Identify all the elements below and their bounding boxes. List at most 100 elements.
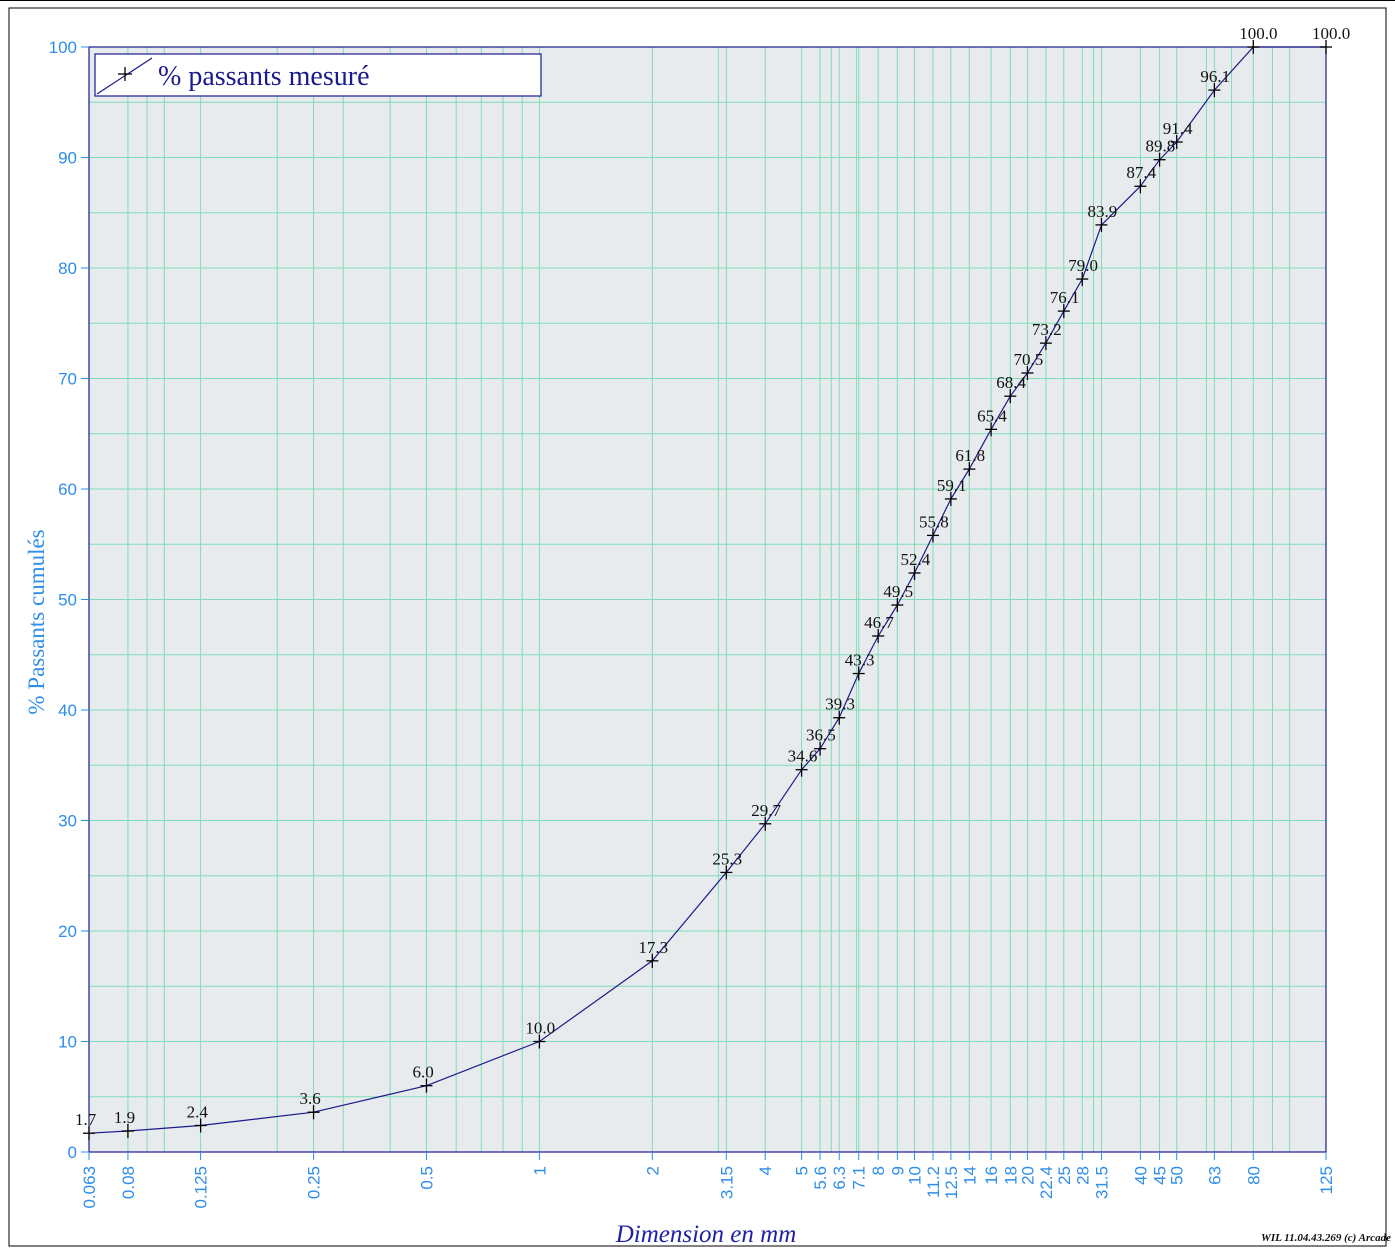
- legend-line-sample: [96, 57, 153, 95]
- data-label: 68.4: [996, 373, 1026, 392]
- x-tick-label: 11.2: [924, 1166, 943, 1198]
- x-tick-label: 20: [1018, 1166, 1037, 1185]
- data-point-marker: [872, 628, 885, 643]
- data-point-marker: [795, 762, 808, 777]
- y-tick-label: 80: [58, 259, 77, 278]
- y-axis-tick-labels: 0 10 20 30 40 50 60 70 80 90 100: [49, 38, 89, 1162]
- series-layer: 1.7 1.9 2.4 3.6 6.0 10.0 17.3 25.3 29.7 34.6 36.5 3…: [75, 24, 1350, 1141]
- data-point-marker: [646, 953, 659, 968]
- x-axis-label: Dimension en mm: [615, 1221, 797, 1248]
- x-tick-label: 14: [960, 1166, 979, 1185]
- legend-series-name: % passants mesuré: [158, 61, 370, 92]
- y-tick-label: 100: [49, 38, 77, 57]
- x-tick-label: 0.25: [305, 1166, 324, 1199]
- y-tick-label: 30: [58, 812, 77, 831]
- data-point-marker: [720, 865, 733, 880]
- data-label: 52.4: [901, 550, 931, 569]
- data-label: 100.0: [1239, 24, 1277, 43]
- y-axis-label: % Passants cumulés: [24, 529, 49, 714]
- x-tick-label: 6.3: [830, 1166, 849, 1190]
- x-tick-label: 5: [793, 1166, 812, 1175]
- data-point-marker: [944, 491, 957, 506]
- x-tick-label: 9: [888, 1166, 907, 1175]
- x-tick-label: 40: [1131, 1166, 1150, 1185]
- x-tick-label: 18: [1001, 1166, 1020, 1185]
- data-point-marker: [1039, 336, 1052, 351]
- x-tick-label: 2: [643, 1166, 662, 1175]
- y-tick-label: 60: [58, 480, 77, 499]
- data-label: 89.8: [1146, 137, 1176, 156]
- data-label: 34.6: [788, 747, 818, 766]
- data-label: 73.2: [1032, 320, 1062, 339]
- y-tick-label: 50: [58, 591, 77, 610]
- data-label: 39.3: [825, 695, 855, 714]
- data-point-marker: [814, 741, 827, 756]
- data-point-marker: [908, 565, 921, 580]
- y-tick-label: 40: [58, 701, 77, 720]
- data-label: 87.4: [1126, 163, 1156, 182]
- data-point-marker: [1153, 152, 1166, 167]
- x-tick-label: 10: [906, 1166, 925, 1185]
- data-label: 2.4: [187, 1102, 209, 1121]
- data-point-marker: [1004, 389, 1017, 404]
- data-point-marker: [1076, 272, 1089, 287]
- data-label: 61.8: [955, 446, 985, 465]
- data-point-marker: [1247, 40, 1260, 54]
- data-label: 59.1: [937, 476, 967, 495]
- x-tick-label: 16: [982, 1166, 1001, 1185]
- data-point-marker: [852, 666, 865, 681]
- data-label: 1.9: [114, 1108, 135, 1127]
- data-label: 29.7: [751, 801, 781, 820]
- data-label: 96.1: [1200, 67, 1230, 86]
- data-point-marker: [759, 816, 772, 831]
- y-tick-label: 10: [58, 1033, 77, 1052]
- x-tick-label: 8: [869, 1166, 888, 1175]
- x-tick-label: 22.4: [1037, 1166, 1056, 1199]
- x-tick-label: 25: [1055, 1166, 1074, 1185]
- data-point-marker: [963, 462, 976, 477]
- data-point-marker: [891, 598, 904, 613]
- data-label: 91.4: [1163, 119, 1193, 138]
- x-tick-label: 45: [1151, 1166, 1170, 1185]
- data-label: 100.0: [1312, 24, 1350, 43]
- y-tick-label: 0: [68, 1143, 77, 1162]
- data-point-marker: [1208, 83, 1221, 98]
- data-point-marker: [83, 1126, 95, 1141]
- x-tick-label: 12.5: [942, 1166, 961, 1199]
- y-tick-label: 90: [58, 149, 77, 168]
- data-label: 6.0: [412, 1063, 433, 1082]
- data-point-marker: [533, 1034, 546, 1049]
- x-tick-label: 31.5: [1092, 1166, 1111, 1199]
- data-label: 46.7: [864, 613, 894, 632]
- x-tick-label: 0.5: [417, 1166, 436, 1190]
- data-label: 55.8: [919, 512, 949, 531]
- data-label: 76.1: [1050, 288, 1080, 307]
- data-point-marker: [985, 422, 998, 437]
- data-point-marker: [1134, 179, 1147, 194]
- data-label: 43.3: [845, 651, 875, 670]
- legend: % passants mesuré: [94, 53, 542, 97]
- data-point-marker: [307, 1105, 320, 1120]
- data-label: 49.5: [883, 582, 913, 601]
- data-point-marker: [1320, 40, 1332, 54]
- x-tick-label: 0.063: [80, 1166, 99, 1209]
- data-label: 65.4: [977, 406, 1007, 425]
- x-tick-label: 50: [1168, 1166, 1187, 1185]
- x-tick-label: 0.125: [192, 1166, 211, 1209]
- legend-box: [94, 53, 542, 97]
- y-tick-label: 20: [58, 922, 77, 941]
- data-label: 70.5: [1013, 350, 1043, 369]
- horizontal-gridlines: [89, 101, 1326, 1098]
- x-tick-label: 1: [530, 1166, 549, 1175]
- x-tick-label: 7.1: [850, 1166, 869, 1190]
- x-tick-label: 4: [756, 1166, 775, 1175]
- data-point-marker: [420, 1078, 433, 1093]
- data-point-marker: [926, 528, 939, 543]
- data-label: 79.0: [1068, 256, 1098, 275]
- footer-credit: WIL 11.04.43.269 (c) Arcade: [1261, 1232, 1391, 1244]
- data-label: 1.7: [75, 1110, 97, 1129]
- series-line: [88, 46, 1326, 1134]
- data-point-marker: [1170, 135, 1183, 150]
- data-label: 10.0: [525, 1019, 555, 1038]
